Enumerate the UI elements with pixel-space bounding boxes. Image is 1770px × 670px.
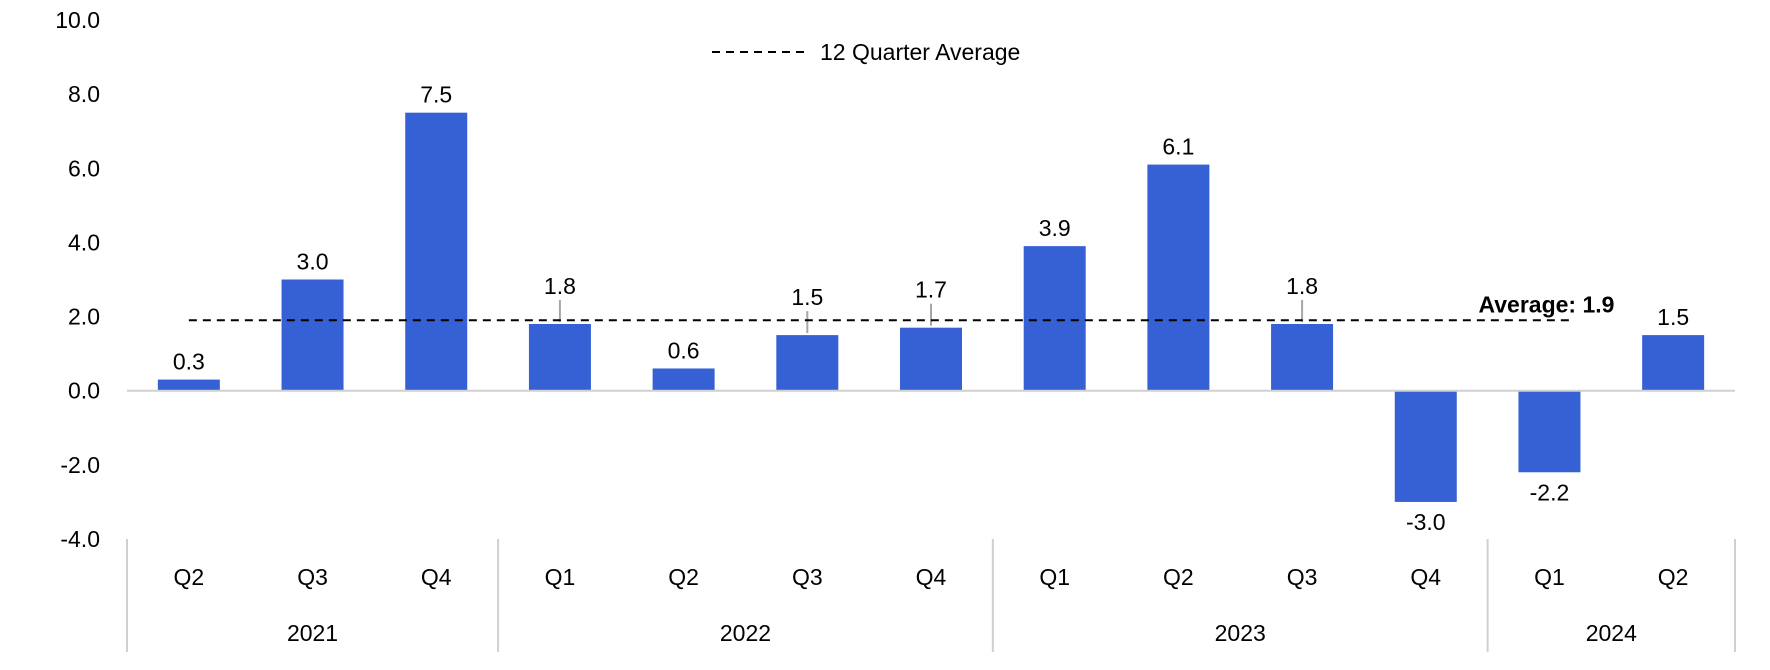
x-tick-label: Q2 xyxy=(668,564,699,590)
data-label: 1.7 xyxy=(915,277,947,303)
data-label: 1.8 xyxy=(1286,273,1318,299)
x-tick-label: Q2 xyxy=(1163,564,1194,590)
bar xyxy=(1023,246,1086,391)
bar xyxy=(776,335,839,391)
x-tick-label: Q2 xyxy=(174,564,205,590)
average-label: Average: 1.9 xyxy=(1478,291,1614,317)
bar xyxy=(157,379,220,391)
legend: 12 Quarter Average xyxy=(712,39,1020,65)
data-label: -2.2 xyxy=(1530,479,1570,505)
bar xyxy=(1147,164,1210,391)
bar xyxy=(1642,335,1705,391)
x-tick-label: Q3 xyxy=(1287,564,1318,590)
legend-label: 12 Quarter Average xyxy=(820,39,1020,65)
bar xyxy=(652,368,715,391)
x-tick-label: Q3 xyxy=(297,564,328,590)
bars-group xyxy=(157,112,1705,502)
data-label: 0.6 xyxy=(668,337,700,363)
data-label: 1.5 xyxy=(791,284,823,310)
x-tick-label: Q1 xyxy=(1039,564,1070,590)
data-label: 0.3 xyxy=(173,349,205,375)
x-tick-label: Q1 xyxy=(1534,564,1565,590)
data-label: 7.5 xyxy=(420,82,452,108)
y-tick-label: 6.0 xyxy=(68,155,100,181)
year-label: 2024 xyxy=(1586,620,1637,646)
bar xyxy=(528,323,591,391)
y-tick-label: 0.0 xyxy=(68,378,100,404)
data-label: 1.5 xyxy=(1657,304,1689,330)
data-labels-group: 0.3 3.0 7.5 1.8 0.6 1.5 1.7 3.9 6.1 1.8 -3.0 -2.2 1.… xyxy=(173,82,1689,535)
x-axis: Q2 Q3 Q4 Q1 Q2 Q3 Q4 Q1 Q2 Q3 Q4 Q1 Q2 2021 2022 2023 20… xyxy=(126,539,1736,652)
y-tick-label: -2.0 xyxy=(60,452,100,478)
x-tick-label: Q4 xyxy=(916,564,947,590)
y-tick-label: 10.0 xyxy=(55,7,100,33)
year-label: 2023 xyxy=(1215,620,1266,646)
data-label: -3.0 xyxy=(1406,509,1446,535)
leader-lines xyxy=(558,299,1304,334)
bar xyxy=(405,112,468,391)
x-tick-label: Q4 xyxy=(1410,564,1441,590)
y-tick-label: 2.0 xyxy=(68,304,100,330)
y-axis-tick-labels: 10.0 8.0 6.0 4.0 2.0 0.0 -2.0 -4.0 xyxy=(55,7,100,552)
x-tick-label: Q3 xyxy=(792,564,823,590)
bar xyxy=(900,327,962,391)
bar xyxy=(1394,390,1457,502)
year-label: 2022 xyxy=(720,620,771,646)
data-label: 1.8 xyxy=(544,273,576,299)
y-tick-label: 8.0 xyxy=(68,81,100,107)
data-label: 3.0 xyxy=(297,249,329,275)
data-label: 6.1 xyxy=(1162,134,1194,160)
data-label: 3.9 xyxy=(1039,215,1071,241)
bar xyxy=(1271,323,1334,391)
bar xyxy=(281,279,344,391)
x-tick-label: Q4 xyxy=(421,564,452,590)
x-tick-label: Q2 xyxy=(1658,564,1689,590)
y-tick-label: 4.0 xyxy=(68,229,100,255)
year-label: 2021 xyxy=(287,620,338,646)
x-tick-label: Q1 xyxy=(545,564,576,590)
y-tick-label: -4.0 xyxy=(60,526,100,552)
bar xyxy=(1518,390,1581,473)
